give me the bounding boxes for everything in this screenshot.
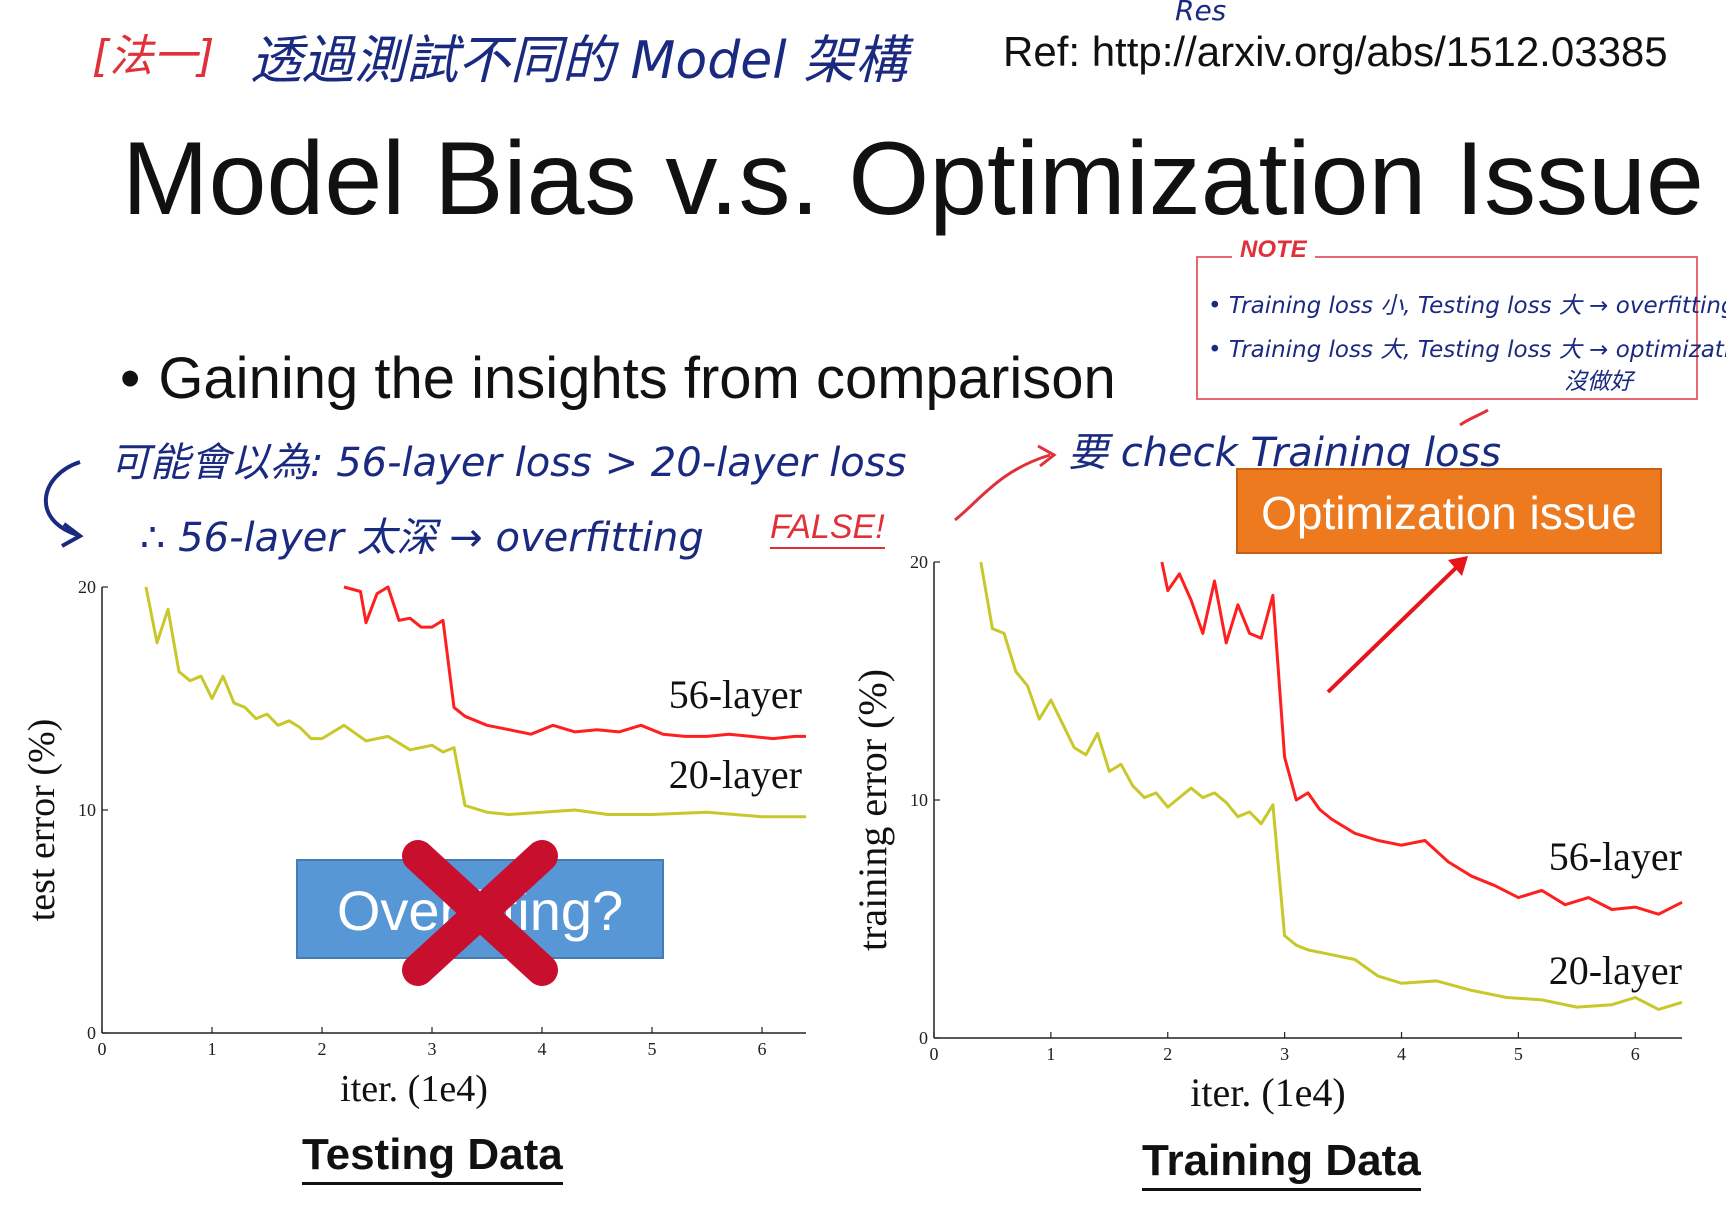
bullet-point: • Gaining the insights from comparison (120, 345, 1116, 412)
handwritten-note-left-2: ∴ 56-layer 太深 → overfitting (140, 515, 704, 561)
x-tick-label: 4 (538, 1039, 547, 1059)
x-tick-label: 0 (930, 1044, 939, 1064)
left-curve-arrow-icon (44, 460, 81, 537)
x-tick-label: 0 (98, 1039, 107, 1059)
y-tick-label: 0 (919, 1028, 928, 1048)
note-box: NOTE • Training loss 小, Testing loss 大 →… (1196, 236, 1726, 400)
left-arrow-head-icon (61, 522, 84, 548)
x-tick-label: 2 (318, 1039, 327, 1059)
handwritten-note-left-1: 可能會以為: 56-layer loss > 20-layer loss (110, 440, 907, 486)
x-axis-label: iter. (1e4) (340, 1068, 488, 1110)
note-line-1: • Training loss 小, Testing loss 大 → over… (1208, 293, 1726, 319)
note-line-2: • Training loss 大, Testing loss 大 → opti… (1208, 337, 1726, 363)
x-tick-label: 3 (1280, 1044, 1289, 1064)
slide-title: Model Bias v.s. Optimization Issue (122, 121, 1704, 237)
x-tick-label: 3 (428, 1039, 437, 1059)
series-line-20-layer (144, 586, 806, 819)
test-error-chart: 0 1 2 3 4 5 6 0 10 20 iter. (1e4) test error (%) 56-… (21, 577, 806, 1110)
x-tick-label: 5 (648, 1039, 657, 1059)
x-tick-label: 4 (1397, 1044, 1406, 1064)
cross-mark-icon (402, 840, 558, 986)
x-tick-label: 1 (1046, 1044, 1055, 1064)
reference-link[interactable]: Ref: http://arxiv.org/abs/1512.03385 (1003, 28, 1668, 75)
optimization-issue-callout: Optimization issue (1236, 468, 1662, 554)
method-handwriting: 透過測試不同的 Model 架構 (250, 31, 908, 91)
training-data-caption: Training Data (1142, 1136, 1421, 1191)
bullet-dot: • (120, 346, 141, 411)
y-tick-label: 0 (87, 1023, 96, 1043)
y-tick-label: 20 (78, 577, 96, 597)
y-tick-label: 20 (910, 552, 928, 572)
series-line-56-layer (1160, 561, 1683, 916)
bullet-text: Gaining the insights from comparison (158, 346, 1116, 411)
red-small-arrow-icon (1459, 408, 1489, 427)
x-tick-label: 2 (1163, 1044, 1172, 1064)
y-axis-label: training error (%) (850, 669, 895, 951)
x-tick-label: 6 (758, 1039, 767, 1059)
series-label-56-layer: 56-layer (669, 672, 802, 717)
note-line-3: 沒做好 (1564, 369, 1633, 395)
res-annotation: Res (1175, 0, 1227, 27)
series-line-20-layer (979, 561, 1683, 1011)
testing-data-caption: Testing Data (302, 1130, 563, 1185)
y-tick-label: 10 (910, 790, 928, 810)
note-label: NOTE (1232, 236, 1315, 264)
y-axis-label: test error (%) (21, 719, 63, 922)
y-tick-label: 10 (78, 800, 96, 820)
optimization-arrow-icon (1326, 556, 1468, 694)
series-line-56-layer (343, 585, 806, 741)
series-label-56-layer: 56-layer (1549, 834, 1682, 879)
x-tick-label: 6 (1631, 1044, 1640, 1064)
x-axis-label: iter. (1e4) (1190, 1070, 1346, 1115)
red-curve-arrow-icon (954, 453, 1051, 522)
x-tick-label: 1 (208, 1039, 217, 1059)
x-tick-label: 5 (1514, 1044, 1523, 1064)
series-label-20-layer: 20-layer (669, 752, 802, 797)
red-arrow-head-icon (1037, 444, 1057, 468)
training-error-chart: 0 1 2 3 4 5 6 0 10 20 iter. (1e4) training error (%… (850, 552, 1683, 1115)
series-label-20-layer: 20-layer (1549, 948, 1682, 993)
method-tag: [法一] (92, 31, 215, 82)
false-label: FALSE! (770, 508, 885, 549)
